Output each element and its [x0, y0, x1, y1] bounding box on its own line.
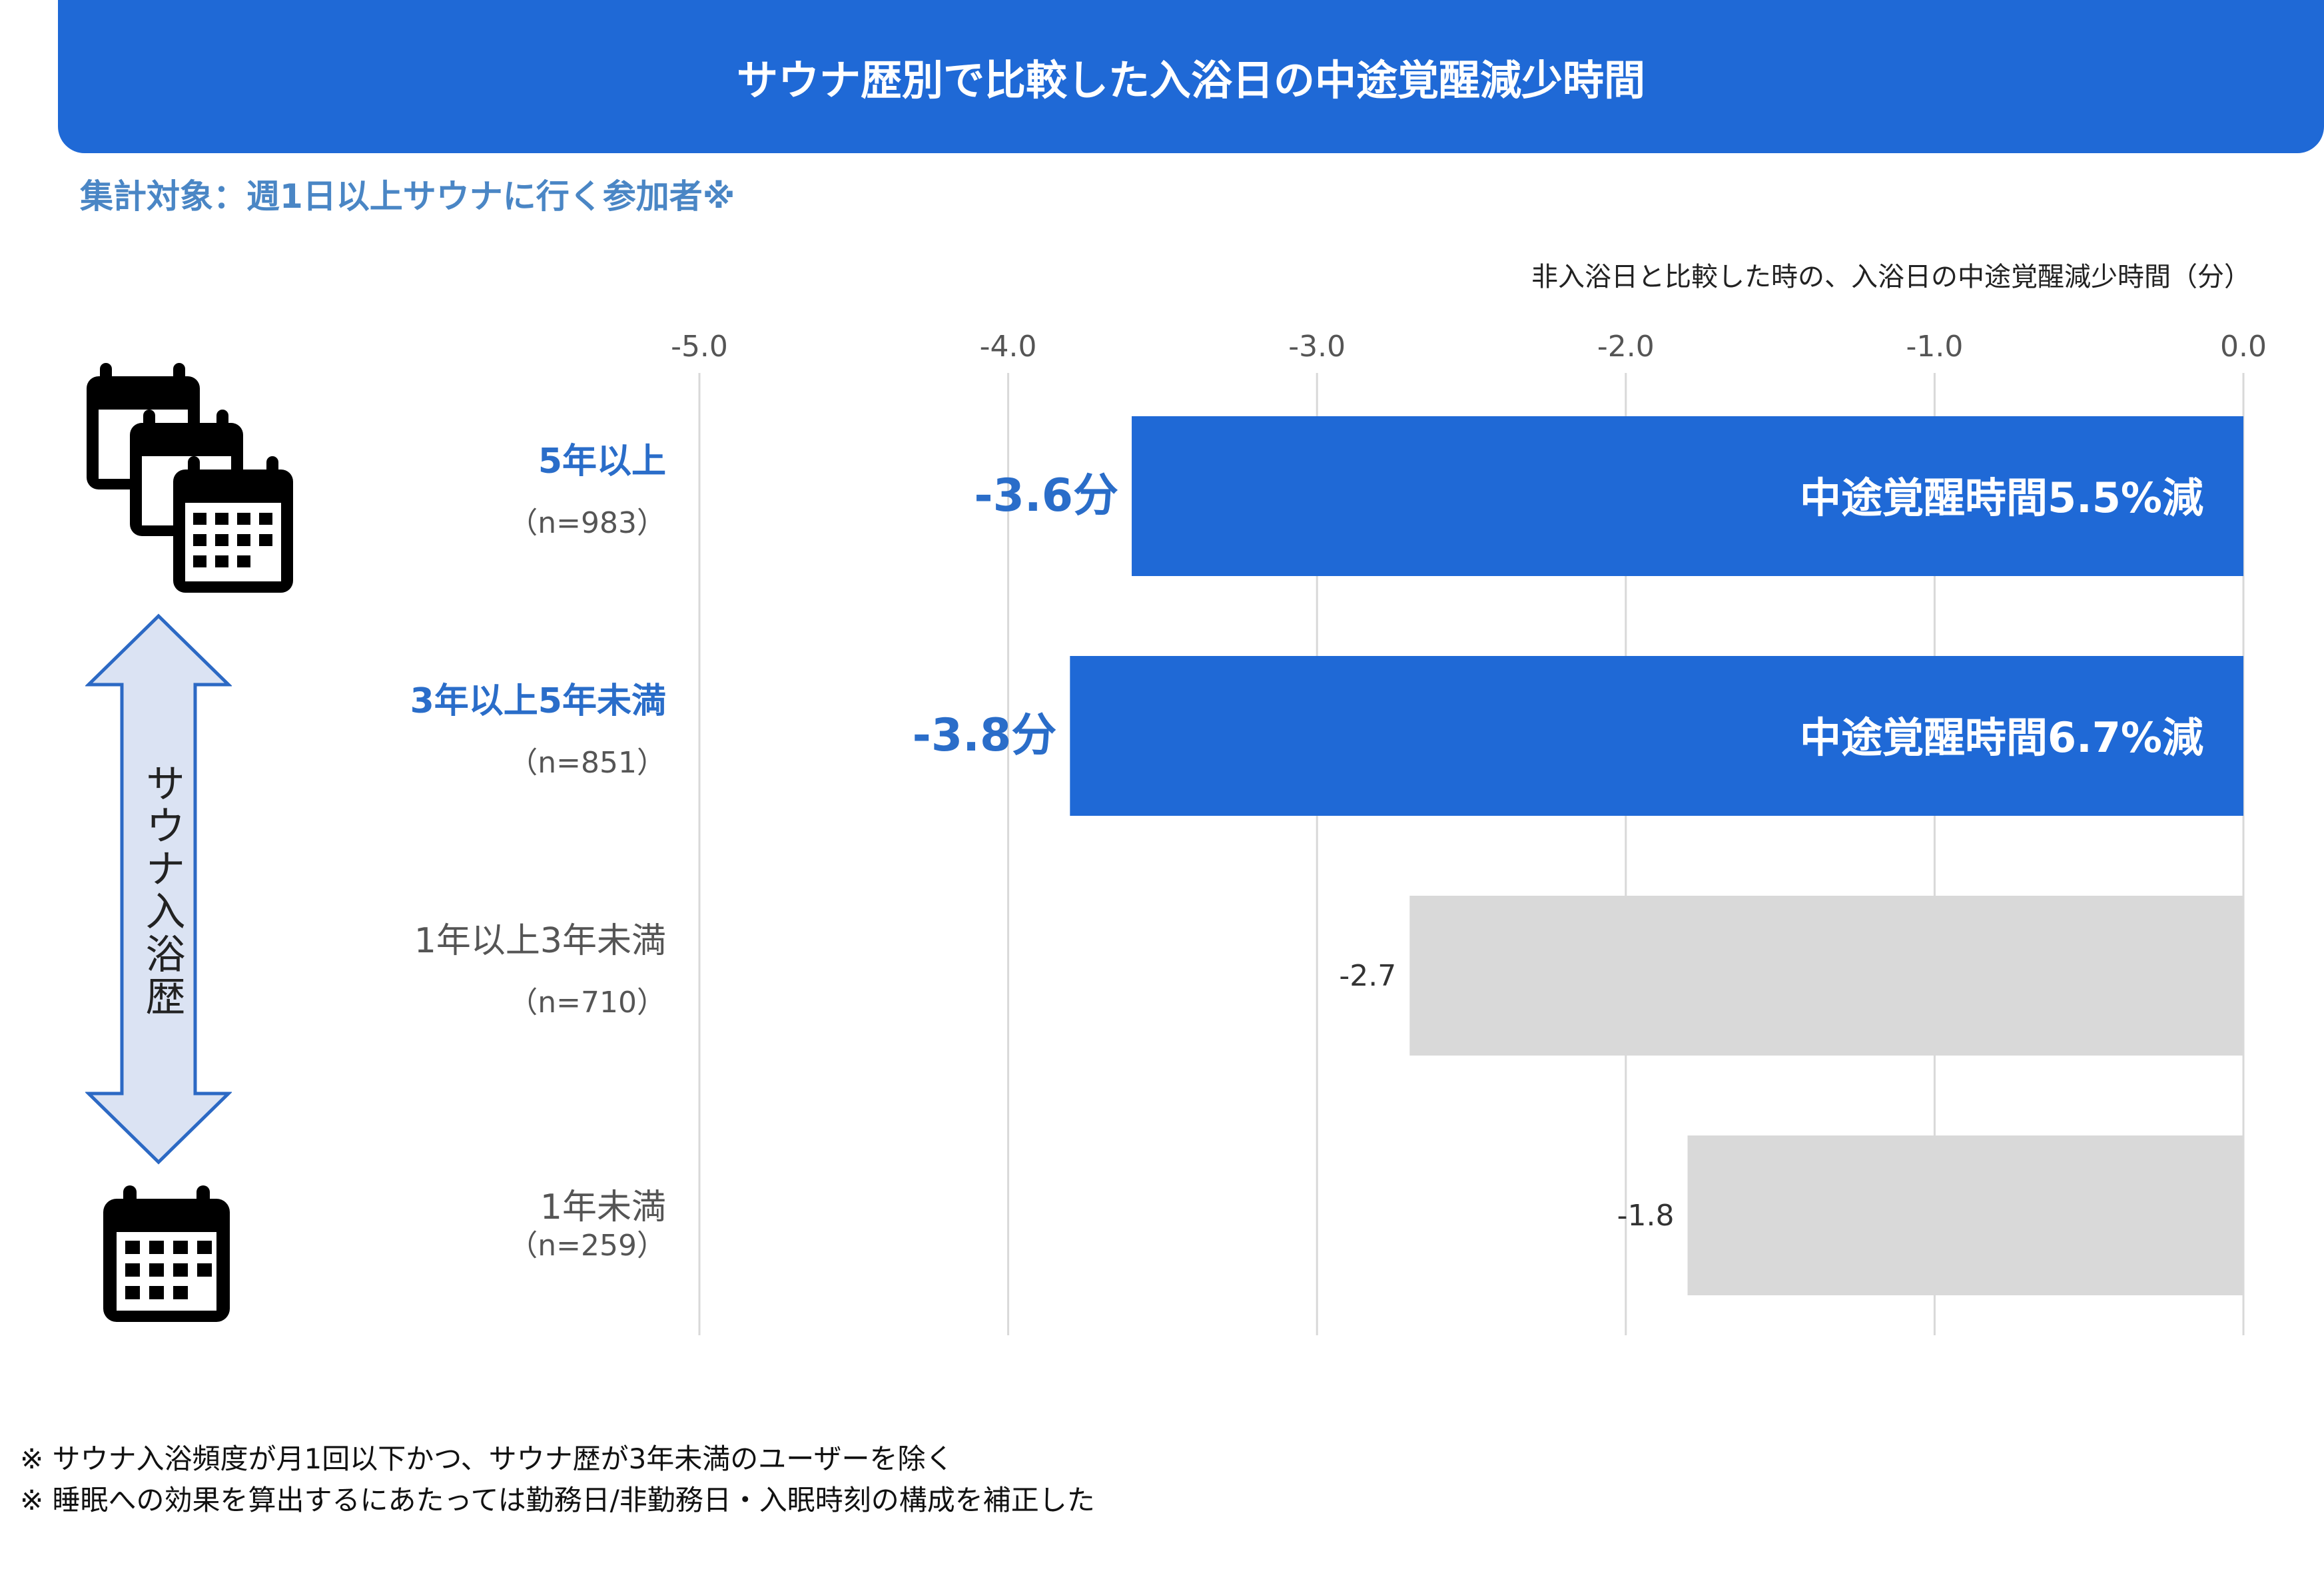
chart-subtitle: 集計対象：週1日以上サウナに行く参加者※ — [80, 177, 735, 216]
category-label: 5年以上 — [538, 442, 666, 481]
footnote-1: ※ サウナ入浴頻度が月1回以下かつ、サウナ歴が3年未満のユーザーを除く — [20, 1442, 954, 1475]
x-tick-label: -4.0 — [980, 330, 1037, 364]
x-tick-label: 0.0 — [2220, 330, 2267, 364]
data-label: -3.6分 — [974, 470, 1118, 522]
calendar-stack-icon — [87, 363, 293, 593]
footnote-2: ※ 睡眠への効果を算出するにあたっては勤務日/非勤務日・入眠時刻の構成を補正した — [20, 1484, 1095, 1516]
bar — [1132, 416, 2243, 576]
footnotes: ※ サウナ入浴頻度が月1回以下かつ、サウナ歴が3年未満のユーザーを除く ※ 睡眠… — [20, 1438, 1095, 1521]
category-sample-size: （n=710） — [508, 986, 666, 1020]
chart-title: サウナ歴別で比較した入浴日の中途覚醒減少時間 — [736, 56, 1645, 105]
axis-unit-label: 非入浴日と比較した時の、入浴日の中途覚醒減少時間（分） — [1531, 262, 2251, 292]
data-label: -2.7 — [1339, 959, 1396, 993]
bar — [1687, 1135, 2243, 1295]
x-tick-label: -2.0 — [1597, 330, 1655, 364]
bar — [1409, 896, 2243, 1056]
x-tick-label: -3.0 — [1288, 330, 1346, 364]
category-sample-size: （n=259） — [508, 1229, 666, 1263]
category-label: 1年未満 — [540, 1187, 666, 1227]
bar-inside-label: 中途覚醒時間5.5%減 — [1800, 474, 2203, 522]
category-sample-size: （n=851） — [508, 746, 666, 780]
bar-chart: -5.0 -4.0 -3.0 -2.0 -1.0 0.0 -3.6分 中途覚醒時間5.5%減 5… — [410, 330, 2267, 1335]
title-bar: サウナ歴別で比較した入浴日の中途覚醒減少時間 — [58, 0, 2324, 153]
bar-inside-label: 中途覚醒時間6.7%減 — [1800, 713, 2203, 762]
x-tick-label: -1.0 — [1906, 330, 1963, 364]
category-sample-size: （n=983） — [508, 506, 666, 540]
data-label: -3.8分 — [913, 709, 1057, 762]
double-arrow-icon — [85, 613, 232, 1165]
calendar-icon — [103, 1185, 230, 1322]
data-label: -1.8 — [1617, 1199, 1675, 1233]
category-label: 1年以上3年未満 — [414, 921, 666, 961]
x-tick-label: -5.0 — [671, 330, 728, 364]
axis-side-label: サウナ入浴歴 — [139, 763, 185, 1018]
category-label: 3年以上5年未満 — [410, 681, 666, 721]
bar — [1070, 656, 2243, 816]
